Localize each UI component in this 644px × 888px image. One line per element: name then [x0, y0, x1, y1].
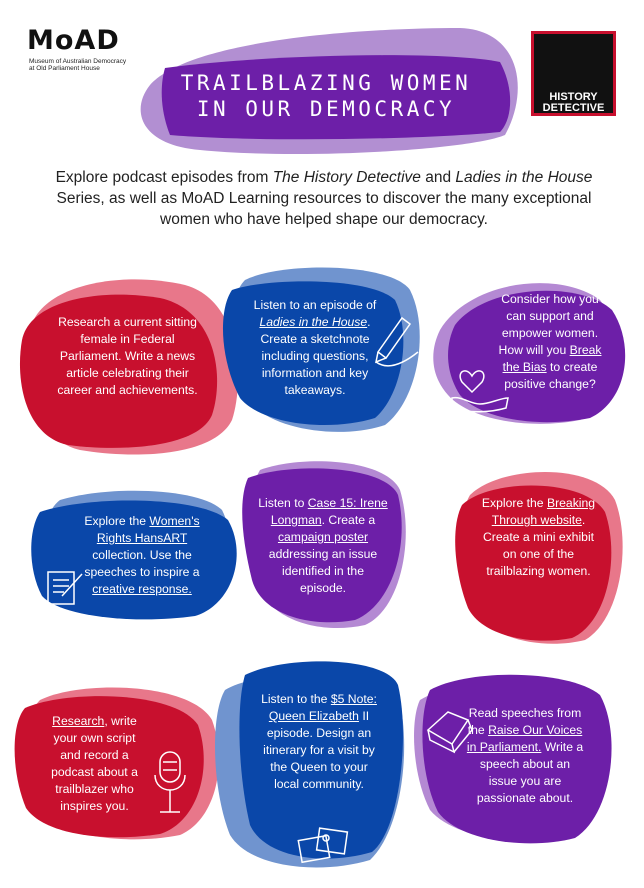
intro-part2: and	[420, 169, 456, 186]
pencil-icon	[374, 316, 419, 367]
card-2-blob	[222, 281, 404, 426]
card-break-the-bias: Consider how you can support and empower…	[490, 291, 610, 393]
history-detective-badge: HISTORY DETECTIVE	[531, 31, 616, 116]
card-2-text-a: Listen to an episode of	[253, 298, 377, 312]
case-15-link[interactable]: Case 15: Irene Longman	[270, 496, 388, 527]
card-1-text: Research a current sitting female in Fed…	[57, 315, 198, 397]
microphone-icon	[154, 751, 186, 813]
logo-subtitle-line1: Museum of Australian Democracy	[29, 58, 127, 65]
card-5-text-b: . Create a	[321, 513, 376, 527]
badge-text: HISTORY DETECTIVE	[534, 92, 613, 114]
title-line1: TRAILBLAZING WOMEN	[180, 71, 472, 95]
intro-part1: Explore podcast episodes from	[55, 169, 273, 186]
card-ladies-in-the-house: Listen to an episode of Ladies in the Ho…	[250, 297, 380, 399]
card-4-text-a: Explore the	[84, 514, 150, 528]
campaign-poster-link[interactable]: campaign poster	[277, 530, 369, 544]
hansart-link[interactable]: Women's Rights HansART	[96, 514, 200, 545]
card-4-text-b: collection. Use the speeches to inspire …	[84, 548, 200, 579]
intro-part3: Series, as well as MoAD Learning resourc…	[56, 190, 592, 228]
raise-our-voices-link[interactable]: Raise Our Voices in Parliament.	[466, 723, 583, 754]
ladies-in-the-house-link[interactable]: Ladies in the House	[259, 315, 368, 329]
card-womens-rights-hansart: Explore the Women's Rights HansART colle…	[72, 513, 212, 598]
card-6-blob	[455, 485, 612, 641]
card-1-blob	[19, 294, 218, 448]
card-4-blob	[31, 500, 237, 620]
document-icon	[47, 571, 83, 605]
title-line2: IN OUR DEMOCRACY	[196, 97, 456, 121]
badge-line1: HISTORY	[549, 91, 598, 103]
card-breaking-through: Explore the Breaking Through website. Cr…	[481, 495, 596, 580]
card-8-blob	[239, 661, 403, 859]
card-8-text-b: II episode. Design an itinerary for a vi…	[263, 709, 375, 791]
breaking-through-link[interactable]: Breaking Through website	[491, 496, 596, 527]
series-history-detective: The History Detective	[272, 169, 421, 186]
photos-icon	[297, 827, 349, 864]
card-research-parliament: Research a current sitting female in Fed…	[55, 314, 200, 399]
card-9-blob	[422, 674, 612, 844]
card-2-text-b: . Create a sketchnote including question…	[260, 315, 371, 397]
card-3-text-b: to create positive change?	[504, 360, 598, 391]
five-dollar-note-link[interactable]: $5 Note: Queen Elizabeth	[268, 692, 377, 723]
card-irene-longman: Listen to Case 15: Irene Longman. Create…	[258, 495, 388, 597]
card-6-text-b: . Create a mini exhibit on one of the tr…	[482, 513, 595, 578]
card-9-text-a: Read speeches from the	[467, 706, 582, 737]
card-8-text-a: Listen to the	[261, 692, 331, 706]
card-3-blob	[448, 290, 626, 423]
intro-text: Explore podcast episodes from The Histor…	[40, 167, 608, 230]
card-7-text: , write your own script and record a pod…	[51, 714, 138, 813]
moad-logo: MoAD	[27, 25, 120, 56]
card-podcast-script: Research, write your own script and reco…	[42, 713, 147, 815]
card-7-blob	[14, 696, 204, 838]
break-the-bias-link[interactable]: Break the Bias	[502, 343, 602, 374]
card-queen-elizabeth: Listen to the $5 Note: Queen Elizabeth I…	[258, 691, 380, 793]
card-9-text-b: Write a speech about an issue you are pa…	[476, 740, 584, 805]
book-icon	[426, 711, 473, 754]
card-raise-our-voices: Read speeches from the Raise Our Voices …	[466, 705, 584, 807]
card-5-blob	[242, 468, 402, 623]
card-6-text-a: Explore the	[481, 496, 547, 510]
creative-response-link[interactable]: creative response.	[92, 582, 192, 596]
moad-logo-subtitle: Museum of Australian Democracy at Old Pa…	[29, 58, 126, 72]
card-3-text-a: Consider how you can support and empower…	[498, 292, 599, 357]
logo-subtitle-line2: at Old Parliament House	[29, 65, 100, 72]
research-link[interactable]: Research	[52, 714, 105, 728]
badge-line2: DETECTIVE	[542, 102, 605, 114]
page-title: TRAILBLAZING WOMEN IN OUR DEMOCRACY	[150, 70, 502, 122]
card-5-text-c: addressing an issue identified in the ep…	[268, 547, 378, 595]
card-5-text-a: Listen to	[258, 496, 308, 510]
heart-hand-icon	[451, 370, 509, 413]
series-ladies-in-the-house: Ladies in the House	[455, 169, 593, 186]
title-banner	[161, 55, 511, 140]
